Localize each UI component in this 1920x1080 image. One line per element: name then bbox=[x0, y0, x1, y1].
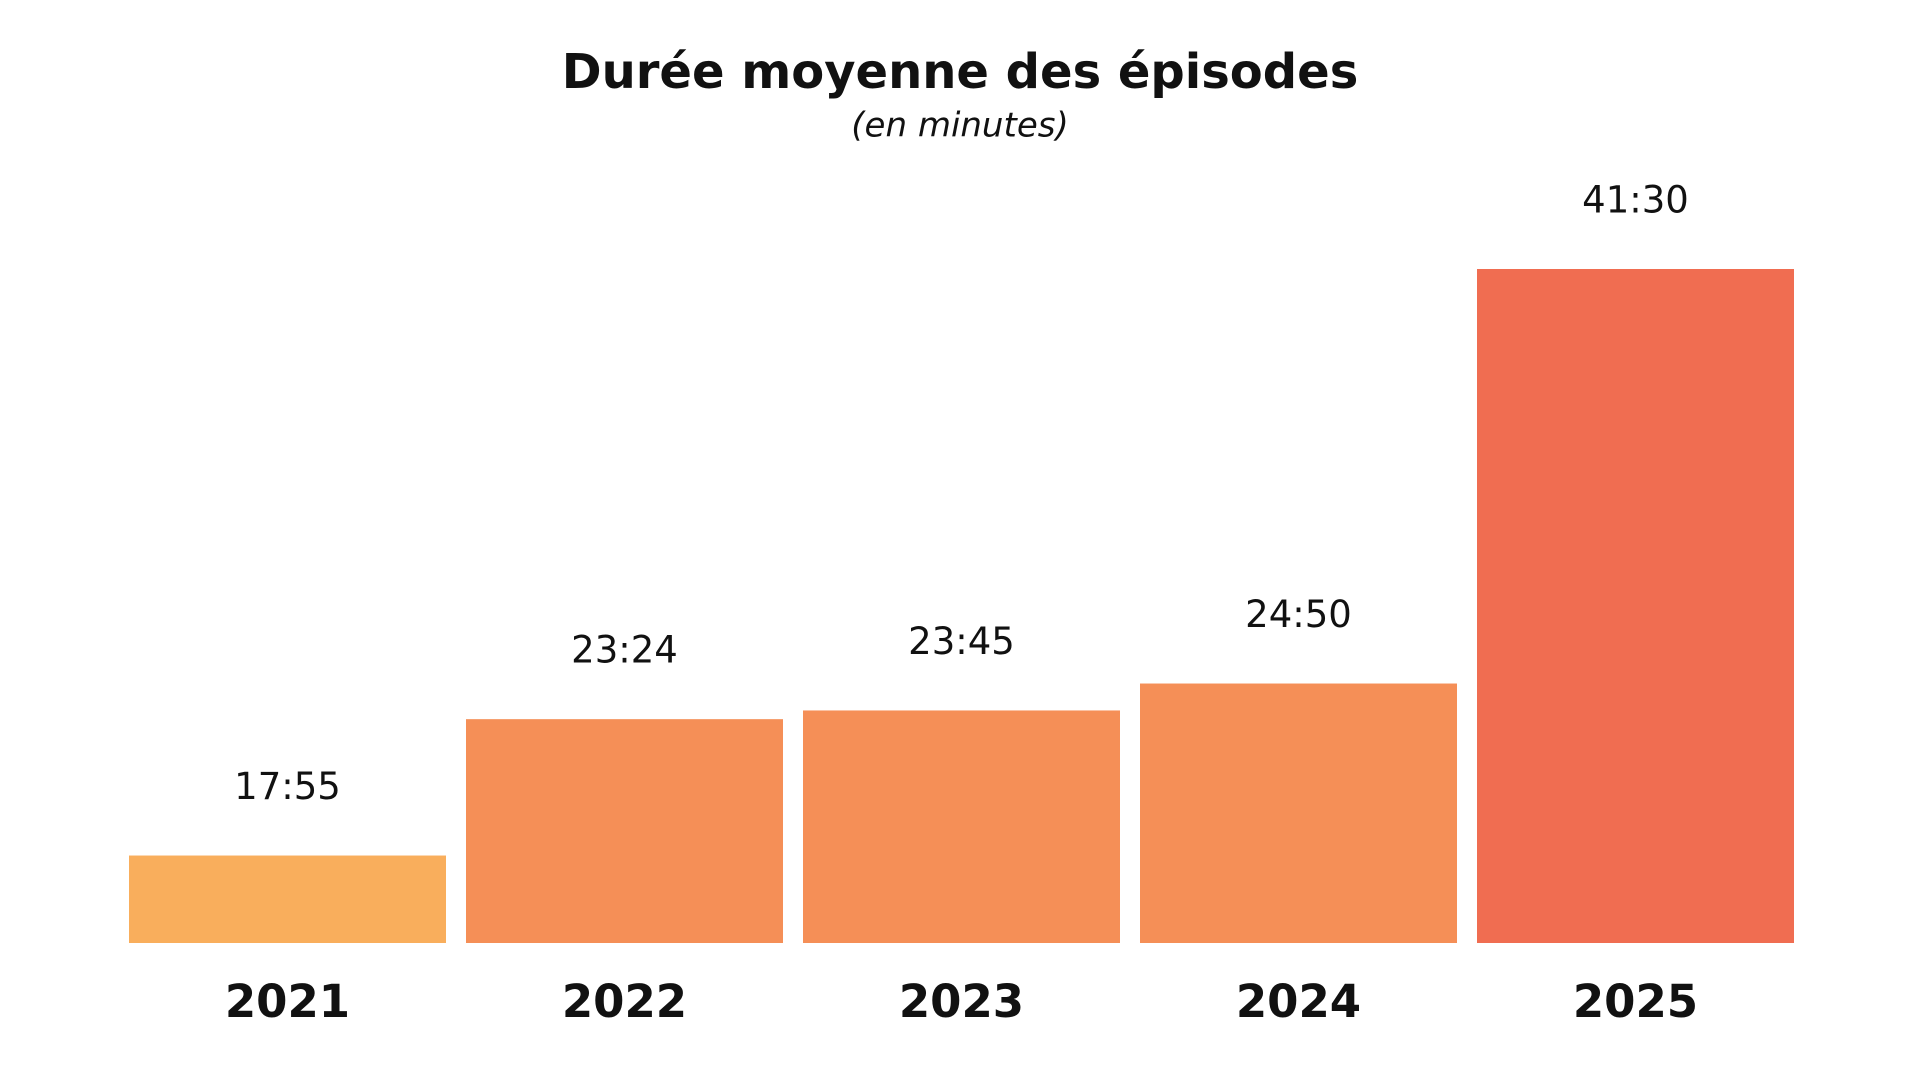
chart-title: Durée moyenne des épisodes bbox=[562, 44, 1359, 100]
x-tick-label: 2022 bbox=[562, 975, 687, 1028]
x-tick-label: 2021 bbox=[225, 975, 350, 1028]
bar bbox=[803, 710, 1120, 943]
x-tick-label: 2023 bbox=[899, 975, 1024, 1028]
bar bbox=[466, 719, 783, 943]
x-tick-label: 2025 bbox=[1573, 975, 1698, 1028]
value-label: 24:50 bbox=[1245, 593, 1352, 636]
x-tick-label: 2024 bbox=[1236, 975, 1361, 1028]
value-label: 41:30 bbox=[1582, 179, 1689, 222]
value-label: 23:24 bbox=[571, 629, 678, 672]
bar bbox=[1477, 269, 1794, 943]
value-label: 17:55 bbox=[234, 765, 341, 808]
value-label: 23:45 bbox=[908, 620, 1015, 663]
bar bbox=[129, 855, 446, 943]
bar bbox=[1140, 683, 1457, 943]
chart-subtitle: (en minutes) bbox=[851, 106, 1068, 146]
